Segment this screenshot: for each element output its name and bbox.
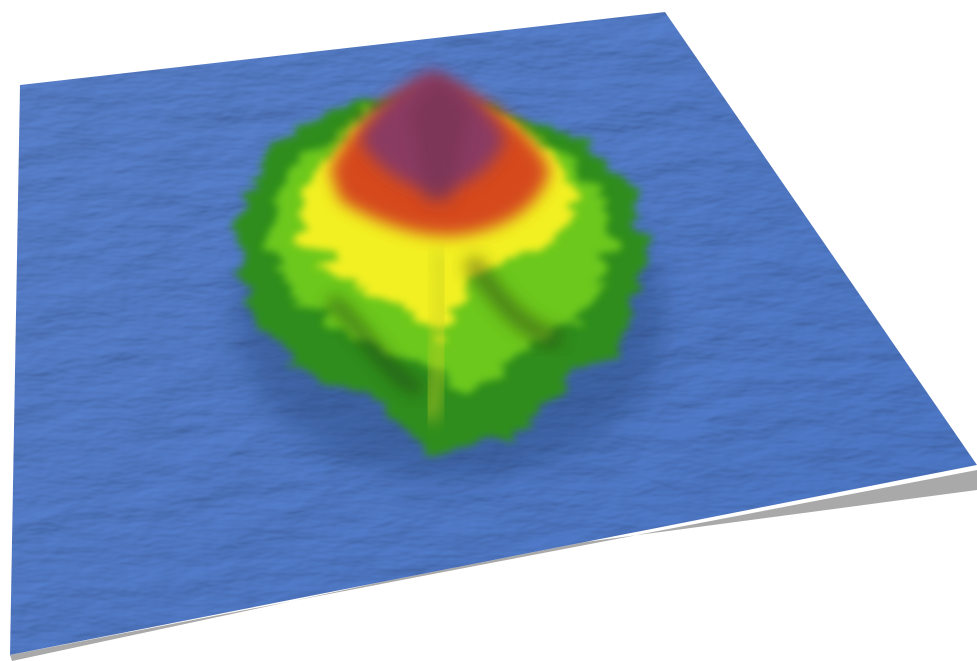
- seamount: [240, 70, 644, 452]
- slab-edge: [10, 470, 977, 661]
